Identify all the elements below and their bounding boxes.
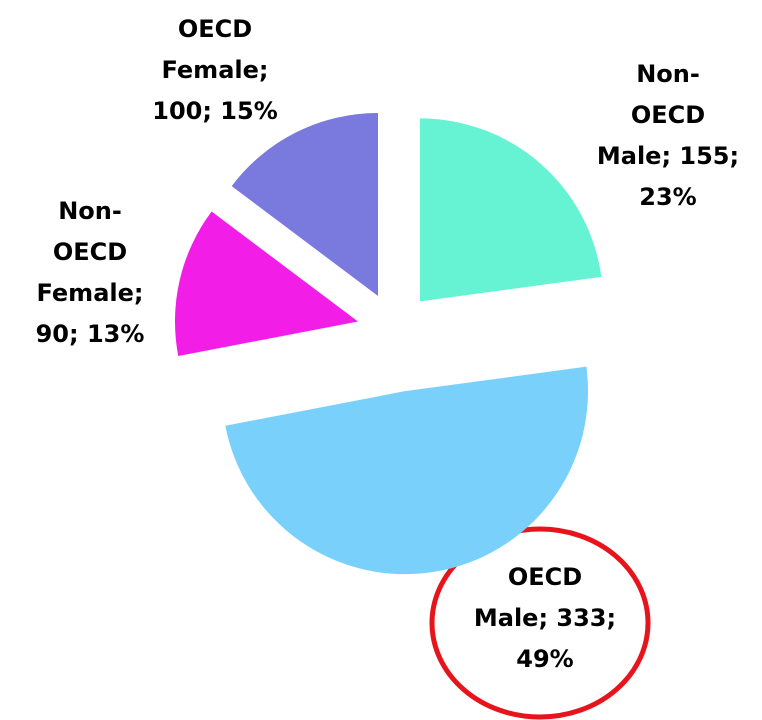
label-line: Male; 333; [474,604,616,632]
slice-label: OECD Male; 333; 49% [474,563,616,673]
pie-slice [420,118,602,302]
label-line: 100; 15% [152,97,278,125]
slice-label: OECD Female; 100; 15% [152,15,278,125]
label-line: Female; [161,56,268,84]
label-line: Male; 155; [597,142,739,170]
label-line: OECD [178,15,252,43]
label-line: OECD [631,101,705,129]
slice-label: Non- OECD Male; 155; 23% [597,60,739,211]
label-line: 49% [516,645,573,673]
label-line: 90; 13% [36,320,145,348]
highlight-circle [429,526,651,720]
label-line: OECD [508,563,582,591]
pie [174,113,602,575]
label-line: OECD [53,238,127,266]
pie-slice [174,211,358,357]
slice-label: Non- OECD Female; 90; 13% [36,197,145,348]
label-line: Female; [36,279,143,307]
label-line: Non- [636,60,700,88]
pie-slice [231,113,379,297]
label-line: 23% [639,183,696,211]
label-line: Non- [58,197,122,225]
pie-slice [225,366,589,575]
